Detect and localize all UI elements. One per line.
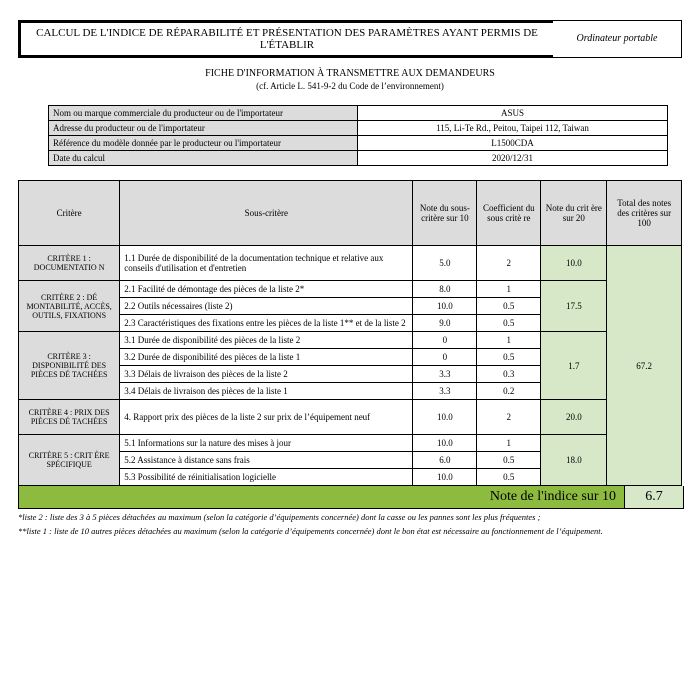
info-r1-val: ASUS — [358, 106, 668, 121]
info-r4-lbl: Date du calcul — [49, 151, 358, 166]
info-r3-lbl: Référence du modèle donnée par le produc… — [49, 136, 358, 151]
final-label: Note de l'indice sur 10 — [19, 486, 624, 508]
n23: 9.0 — [413, 315, 477, 332]
crit-3: Critère 3 : Disponibilité des pièces dé … — [19, 332, 120, 400]
sub-53: 5.3 Possibilité de réinitialisation logi… — [120, 469, 413, 486]
info-r3-val: L1500CDA — [358, 136, 668, 151]
k51: 1 — [477, 435, 541, 452]
sub-41: 4. Rapport prix des pièces de la liste 2… — [120, 400, 413, 435]
info-r2-val: 115, Li-Te Rd., Peitou, Taipei 112, Taiw… — [358, 121, 668, 136]
k53: 0.5 — [477, 469, 541, 486]
sub-32: 3.2 Durée de disponibilité des pièces de… — [120, 349, 413, 366]
score-1: 10.0 — [541, 246, 607, 281]
subhead: FICHE D'INFORMATION À TRANSMETTRE AUX DE… — [18, 68, 682, 79]
k31: 1 — [477, 332, 541, 349]
sub-23: 2.3 Caractéristiques des fixations entre… — [120, 315, 413, 332]
k52: 0.5 — [477, 452, 541, 469]
sub-52: 5.2 Assistance à distance sans frais — [120, 452, 413, 469]
n34: 3.3 — [413, 383, 477, 400]
col-sous-critere: Sous-critère — [120, 181, 413, 246]
score-4: 20.0 — [541, 400, 607, 435]
info-r4-val: 2020/12/31 — [358, 151, 668, 166]
n31: 0 — [413, 332, 477, 349]
k21: 1 — [477, 281, 541, 298]
sub-11: 1.1 Durée de disponibilité de la documen… — [120, 246, 413, 281]
grand-total: 67.2 — [607, 246, 682, 486]
k23: 0.5 — [477, 315, 541, 332]
n11: 5.0 — [413, 246, 477, 281]
n32: 0 — [413, 349, 477, 366]
footnote-1: *liste 2 : liste des 3 à 5 pièces détach… — [18, 512, 682, 523]
subhead-ref: (cf. Article L. 541-9-2 du Code de l’env… — [18, 81, 682, 91]
info-r1-lbl: Nom ou marque commerciale du producteur … — [49, 106, 358, 121]
k32: 0.5 — [477, 349, 541, 366]
sub-34: 3.4 Délais de livraison des pièces de la… — [120, 383, 413, 400]
k41: 2 — [477, 400, 541, 435]
col-total: Total des notes des critères sur 100 — [607, 181, 682, 246]
n41: 10.0 — [413, 400, 477, 435]
sub-31: 3.1 Durée de disponibilité des pièces de… — [120, 332, 413, 349]
sub-21: 2.1 Facilité de démontage des pièces de … — [120, 281, 413, 298]
crit-5: Critère 5 : Crit ère spécifique — [19, 435, 120, 486]
col-note-sous: Note du sous-critère sur 10 — [413, 181, 477, 246]
score-5: 18.0 — [541, 435, 607, 486]
footnote-2: **liste 1 : liste de 10 autres pièces dé… — [18, 526, 682, 537]
criteria-table: Critère Sous-critère Note du sous-critèr… — [18, 180, 682, 486]
crit-2: Critère 2 : Dé montabilité, accès, outil… — [19, 281, 120, 332]
title-bar: CALCUL DE L'INDICE DE RÉPARABILITÉ ET PR… — [18, 20, 682, 58]
final-value: 6.7 — [624, 486, 683, 508]
sub-22: 2.2 Outils nécessaires (liste 2) — [120, 298, 413, 315]
main-title: CALCUL DE L'INDICE DE RÉPARABILITÉ ET PR… — [19, 21, 553, 57]
n21: 8.0 — [413, 281, 477, 298]
product-category: Ordinateur portable — [553, 21, 681, 57]
k22: 0.5 — [477, 298, 541, 315]
sub-33: 3.3 Délais de livraison des pièces de la… — [120, 366, 413, 383]
final-score-row: Note de l'indice sur 10 6.7 — [18, 486, 684, 509]
n22: 10.0 — [413, 298, 477, 315]
col-critere: Critère — [19, 181, 120, 246]
n52: 6.0 — [413, 452, 477, 469]
producer-info-table: Nom ou marque commerciale du producteur … — [48, 105, 668, 166]
n33: 3.3 — [413, 366, 477, 383]
col-note-crit: Note du crit ère sur 20 — [541, 181, 607, 246]
k33: 0.3 — [477, 366, 541, 383]
sub-51: 5.1 Informations sur la nature des mises… — [120, 435, 413, 452]
k34: 0.2 — [477, 383, 541, 400]
score-2: 17.5 — [541, 281, 607, 332]
info-r2-lbl: Adresse du producteur ou de l'importateu… — [49, 121, 358, 136]
crit-1: Critère 1 : Documentatio n — [19, 246, 120, 281]
n53: 10.0 — [413, 469, 477, 486]
k11: 2 — [477, 246, 541, 281]
n51: 10.0 — [413, 435, 477, 452]
score-3: 1.7 — [541, 332, 607, 400]
col-coeff: Coefficient du sous critè re — [477, 181, 541, 246]
crit-4: Critère 4 : Prix des pièces dé tachées — [19, 400, 120, 435]
